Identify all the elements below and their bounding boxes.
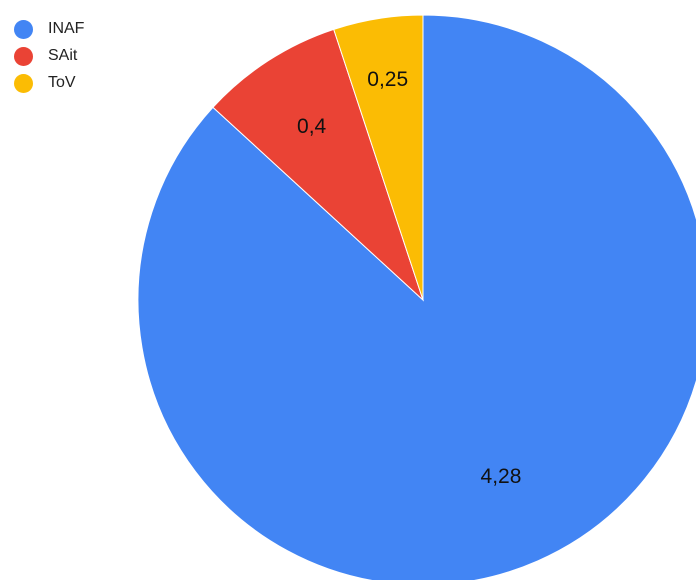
pie-slice-tov[interactable] bbox=[333, 14, 424, 301]
legend-label-sait: SAit bbox=[48, 47, 78, 64]
pie-slices bbox=[137, 14, 696, 580]
pie-slice-inaf[interactable] bbox=[137, 14, 696, 580]
slice-value-label-sait: 0,4 bbox=[297, 115, 327, 138]
legend-item-sait[interactable]: SAit bbox=[14, 44, 84, 68]
legend: INAF SAit ToV bbox=[14, 17, 84, 98]
legend-swatch-sait bbox=[14, 46, 33, 66]
legend-swatch-tov bbox=[14, 73, 33, 93]
pie-slice-sait[interactable] bbox=[212, 28, 425, 302]
legend-item-tov[interactable]: ToV bbox=[14, 71, 84, 95]
slice-value-label-tov: 0,25 bbox=[367, 68, 408, 91]
legend-label-tov: ToV bbox=[48, 74, 76, 91]
slice-value-label-inaf: 4,28 bbox=[481, 465, 522, 488]
pie-slice-labels: 4,28 0,4 0,25 bbox=[297, 68, 521, 488]
legend-swatch-inaf bbox=[14, 19, 33, 39]
legend-label-inaf: INAF bbox=[48, 20, 85, 37]
legend-item-inaf[interactable]: INAF bbox=[14, 17, 84, 41]
